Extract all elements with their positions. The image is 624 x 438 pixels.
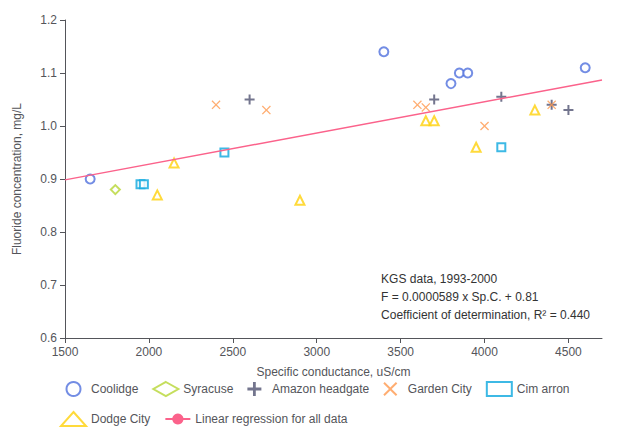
svg-text:1500: 1500: [52, 345, 79, 359]
svg-text:4500: 4500: [555, 345, 582, 359]
svg-text:3000: 3000: [303, 345, 330, 359]
svg-text:4000: 4000: [471, 345, 498, 359]
svg-text:Specific conductance, uS/cm: Specific conductance, uS/cm: [256, 365, 410, 379]
svg-text:0.6: 0.6: [40, 331, 57, 345]
svg-text:Coolidge: Coolidge: [91, 382, 139, 396]
svg-text:0.9: 0.9: [40, 172, 57, 186]
svg-text:2500: 2500: [219, 345, 246, 359]
svg-text:Linear regression for all data: Linear regression for all data: [195, 412, 347, 426]
svg-text:Garden City: Garden City: [408, 382, 472, 396]
svg-text:Coefficient of determination,: Coefficient of determination, R² = 0.440: [381, 308, 590, 322]
svg-text:0.7: 0.7: [40, 278, 57, 292]
svg-text:1.0: 1.0: [40, 119, 57, 133]
svg-text:2000: 2000: [136, 345, 163, 359]
svg-text:F = 0.0000589 x Sp.C. + 0.81: F = 0.0000589 x Sp.C. + 0.81: [381, 290, 539, 304]
svg-text:Amazon headgate: Amazon headgate: [272, 382, 370, 396]
svg-text:0.8: 0.8: [40, 225, 57, 239]
svg-text:Cim arron: Cim arron: [517, 382, 570, 396]
svg-text:1.1: 1.1: [40, 66, 57, 80]
svg-text:3500: 3500: [387, 345, 414, 359]
svg-text:Syracuse: Syracuse: [183, 382, 233, 396]
svg-text:Fluoride concentration, mg/L: Fluoride concentration, mg/L: [10, 103, 24, 255]
svg-text:KGS data, 1993-2000: KGS data, 1993-2000: [381, 272, 497, 286]
svg-text:1.2: 1.2: [40, 13, 57, 27]
svg-text:Dodge City: Dodge City: [91, 412, 150, 426]
